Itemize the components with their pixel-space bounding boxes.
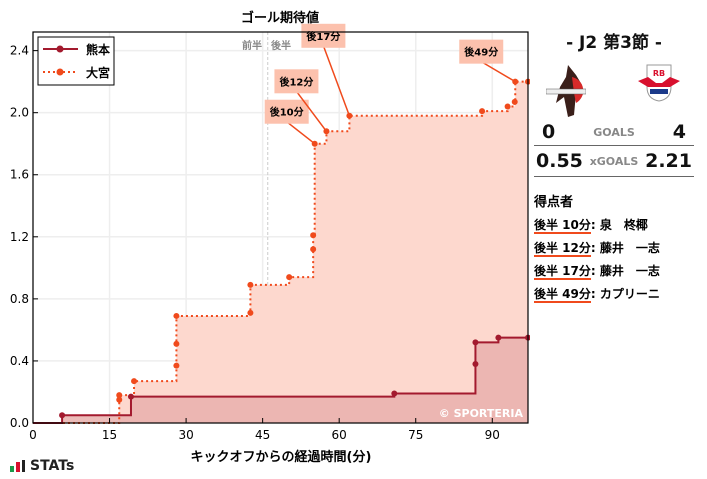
annotation-label: 後49分 (464, 46, 498, 59)
x-tick-label: 0 (29, 428, 37, 442)
x-tick-label: 15 (102, 428, 117, 442)
x-tick-label: 60 (332, 428, 347, 442)
xg-row: 0.55 xGOALS 2.21 (534, 146, 694, 177)
data-point (472, 339, 479, 346)
data-point (173, 362, 180, 369)
data-point (511, 98, 518, 105)
stats-bar-icon (10, 460, 25, 472)
data-point (59, 412, 66, 419)
away-xg: 2.21 (645, 150, 692, 172)
second-half-label: 後半 (271, 39, 291, 52)
data-point (131, 378, 138, 385)
annotation-box (274, 69, 319, 94)
data-point (310, 246, 317, 253)
data-point (310, 232, 317, 239)
x-tick-label: 45 (255, 428, 270, 442)
scorer-time: 後半 17分 (534, 264, 591, 280)
data-point (472, 361, 479, 368)
away-goals: 4 (672, 121, 686, 143)
scorer-item: 後半 10分: 泉 柊椰 (534, 218, 648, 234)
y-tick-label: 1.6 (10, 168, 29, 182)
data-point (247, 281, 254, 288)
scorers-title: 得点者 (534, 195, 574, 210)
plot-frame (32, 31, 529, 424)
scorer-item: 後半 49分: カプリーニ (534, 287, 660, 303)
y-tick-label: 0.4 (10, 354, 29, 368)
annotation-label: 後12分 (279, 75, 313, 88)
data-point (479, 108, 486, 115)
match-summary: - J2 第3節 - RB 0 GOALS 4 0.55 xGOALS 2.21… (534, 28, 694, 308)
data-point (116, 392, 123, 399)
series-fill-熊本 (33, 337, 528, 423)
scorer-name: 藤井 一志 (599, 264, 660, 278)
home-xg: 0.55 (536, 150, 583, 172)
data-point (116, 396, 123, 403)
legend-kumamoto: 熊本 (86, 42, 110, 57)
stats-logo: STATs (10, 458, 74, 474)
x-tick-label: 90 (485, 428, 500, 442)
scorer-item: 後半 17分: 藤井 一志 (534, 264, 660, 280)
brand-name: STATs (30, 458, 75, 474)
scorers-list: 後半 10分: 泉 柊椰 後半 12分: 藤井 一志 後半 17分: 藤井 一志 後半… (534, 216, 694, 308)
y-tick-label: 0.8 (10, 292, 29, 306)
data-point (173, 340, 180, 347)
data-point (391, 390, 398, 397)
annotation-box (301, 23, 346, 48)
data-point (286, 274, 293, 281)
goals-label: GOALS (593, 125, 635, 139)
xg-label: xGOALS (589, 154, 639, 168)
annotation-label: 後10分 (270, 106, 304, 119)
scorer-time: 後半 49分 (534, 287, 591, 303)
round-title: - J2 第3節 - (566, 33, 662, 53)
scorer-time: 後半 10分 (534, 218, 591, 234)
goals-row: 0 GOALS 4 (534, 119, 694, 146)
data-point (173, 312, 180, 319)
kumamoto-crest-icon (546, 65, 586, 117)
svg-text:RB: RB (653, 69, 665, 78)
annotation-box (459, 39, 504, 64)
scorer-item: 後半 12分: 藤井 一志 (534, 241, 660, 257)
x-tick-label: 75 (408, 428, 423, 442)
y-tick-label: 1.2 (10, 230, 29, 244)
scorer-name: 藤井 一志 (599, 241, 660, 255)
annotation-box (264, 99, 309, 124)
x-axis-label: キックオフからの経過時間(分) (191, 449, 372, 465)
annotation-label: 後17分 (306, 30, 340, 43)
x-tick-label: 30 (178, 428, 193, 442)
data-point (504, 103, 511, 110)
scorer-name: 泉 柊椰 (599, 218, 648, 232)
y-tick-label: 2.4 (10, 44, 29, 58)
scorer-time: 後半 12分 (534, 241, 591, 257)
y-tick-label: 0.0 (10, 416, 29, 430)
annotation-arrow (322, 45, 351, 117)
scorer-name: カプリーニ (599, 287, 660, 301)
data-point (127, 393, 134, 400)
y-tick-label: 2.0 (10, 106, 29, 120)
first-half-label: 前半 (242, 39, 262, 52)
home-goals: 0 (542, 121, 556, 143)
annotation-arrow (480, 61, 516, 83)
legend-omiya: 大宮 (86, 65, 110, 80)
annotation-arrow (295, 90, 328, 132)
chart-title: ゴール期待値 (241, 10, 319, 26)
watermark: © SPORTERIA (439, 407, 524, 420)
legend: 熊本 大宮 (37, 36, 115, 86)
data-point (495, 334, 502, 341)
data-point (247, 309, 254, 316)
annotation-arrow (286, 121, 316, 145)
series-fill-大宮 (33, 81, 528, 424)
omiya-crest-icon: RB (638, 64, 680, 102)
